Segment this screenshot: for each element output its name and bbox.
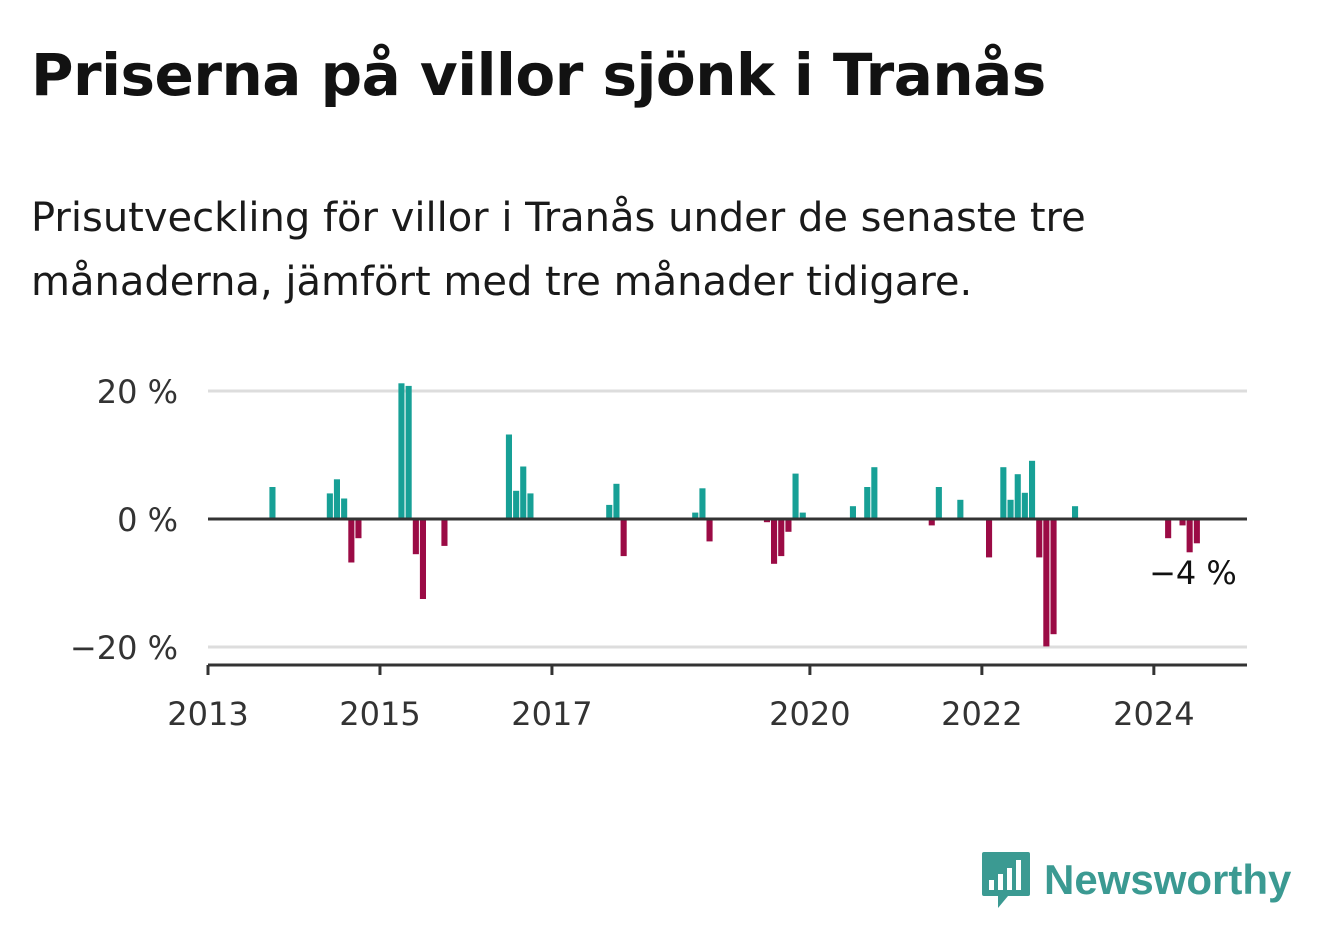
bar <box>1050 519 1057 635</box>
x-axis-labels: 2013 2015 2017 2020 2022 2024 <box>167 665 1195 733</box>
bar <box>699 488 706 519</box>
chart-title: Priserna på villor sjönk i Tranås <box>31 41 1046 109</box>
bar <box>419 519 426 599</box>
y-tick-label: −20 % <box>70 629 178 667</box>
bar <box>1179 519 1186 526</box>
value-annotation: −4 % <box>1149 554 1237 592</box>
bar <box>520 466 527 519</box>
bar <box>505 434 512 519</box>
bar <box>269 487 276 519</box>
bar <box>1036 519 1043 558</box>
gridlines <box>208 389 1247 649</box>
x-tick-label: 2024 <box>1113 695 1194 733</box>
x-tick-label: 2020 <box>769 695 850 733</box>
bar <box>935 487 942 519</box>
y-axis-labels: 20 % 0 % −20 % <box>70 373 178 667</box>
bar <box>864 487 871 519</box>
bar <box>785 519 792 532</box>
bar <box>1007 499 1014 519</box>
bar <box>928 519 935 526</box>
bar <box>341 498 348 519</box>
brand-logo: Newsworthy <box>980 850 1291 910</box>
bar <box>412 519 419 555</box>
axes <box>208 517 1247 667</box>
x-tick-label: 2017 <box>511 695 592 733</box>
x-tick-label: 2022 <box>941 695 1022 733</box>
bar <box>527 493 534 519</box>
chart-subtitle: Prisutveckling för villor i Tranås under… <box>31 195 1086 305</box>
bar <box>441 519 448 546</box>
bar <box>1000 467 1007 519</box>
bar <box>613 483 620 519</box>
bar <box>778 519 785 557</box>
bar <box>348 519 355 563</box>
bar <box>355 519 362 539</box>
bar <box>771 519 778 564</box>
brand-name: Newsworthy <box>1044 856 1292 903</box>
x-tick-label: 2013 <box>167 695 248 733</box>
bar <box>692 512 699 519</box>
bar <box>1186 519 1193 553</box>
bar <box>398 383 405 519</box>
bar <box>620 519 627 557</box>
bar <box>326 493 333 519</box>
annotations: −4 % <box>1149 554 1237 592</box>
bar <box>871 467 878 519</box>
bars <box>269 383 1200 647</box>
bar <box>763 519 770 523</box>
bar <box>606 504 613 519</box>
bar <box>706 519 713 542</box>
bar <box>986 519 993 558</box>
bar <box>1165 519 1172 539</box>
bar <box>849 506 856 519</box>
bar <box>1021 492 1028 519</box>
bar <box>957 499 964 519</box>
bar <box>1072 506 1079 519</box>
bar <box>513 490 520 519</box>
bar <box>792 473 799 519</box>
chart-bubble-icon <box>982 852 1030 908</box>
bar <box>1029 460 1036 519</box>
y-tick-label: 20 % <box>97 373 178 411</box>
bar <box>1014 474 1021 519</box>
x-tick-label: 2015 <box>339 695 420 733</box>
bar <box>405 385 412 519</box>
y-tick-label: 0 % <box>117 501 178 539</box>
bar <box>799 512 806 519</box>
bar <box>1193 519 1200 544</box>
bar <box>333 479 340 519</box>
bar <box>1043 519 1050 647</box>
